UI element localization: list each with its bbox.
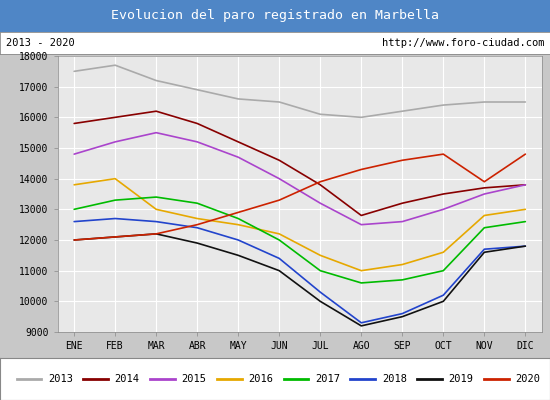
Text: 2020: 2020	[515, 374, 540, 384]
Text: Evolucion del paro registrado en Marbella: Evolucion del paro registrado en Marbell…	[111, 10, 439, 22]
Text: http://www.foro-ciudad.com: http://www.foro-ciudad.com	[382, 38, 544, 48]
Text: 2018: 2018	[382, 374, 407, 384]
Text: 2014: 2014	[114, 374, 140, 384]
Text: 2019: 2019	[449, 374, 474, 384]
Text: 2017: 2017	[315, 374, 340, 384]
Text: 2015: 2015	[182, 374, 206, 384]
Text: 2016: 2016	[248, 374, 273, 384]
Text: 2013: 2013	[48, 374, 73, 384]
Text: 2013 - 2020: 2013 - 2020	[6, 38, 74, 48]
